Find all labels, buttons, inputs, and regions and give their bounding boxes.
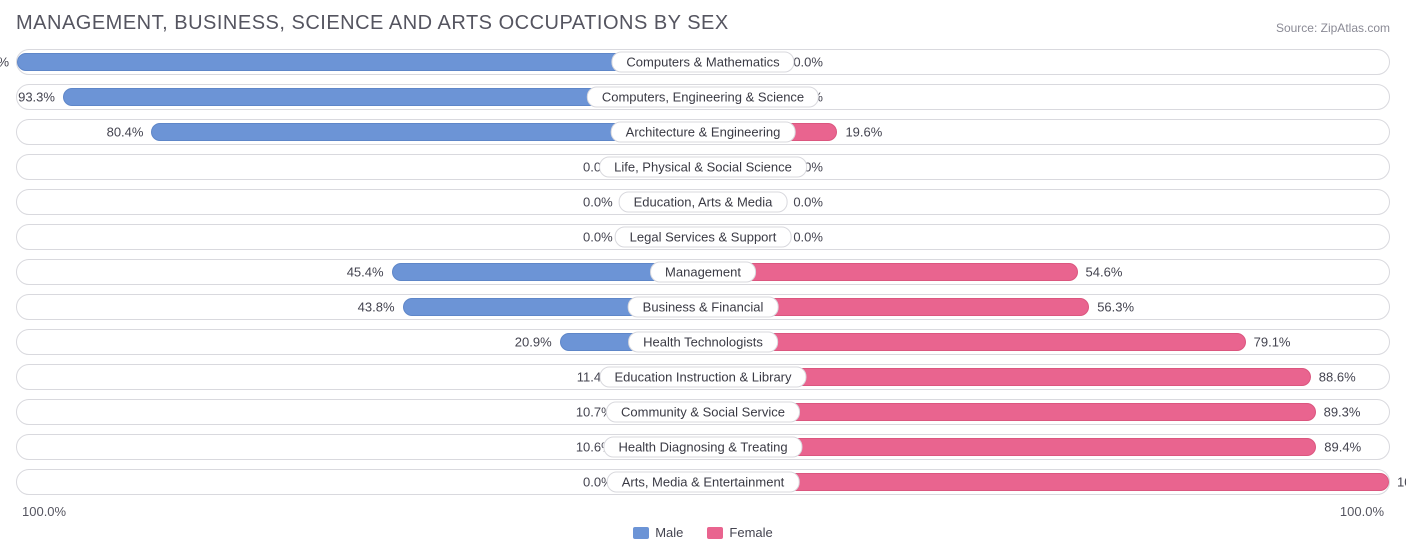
category-label: Education Instruction & Library xyxy=(599,367,806,388)
female-value-label: 89.4% xyxy=(1324,440,1361,455)
female-bar xyxy=(703,473,1389,491)
x-axis: 100.0% 100.0% xyxy=(16,504,1390,519)
category-label: Computers, Engineering & Science xyxy=(587,87,819,108)
chart-row: 10.7%89.3%Community & Social Service xyxy=(16,399,1390,425)
female-value-label: 54.6% xyxy=(1086,265,1123,280)
female-value-label: 0.0% xyxy=(793,230,823,245)
female-value-label: 79.1% xyxy=(1254,335,1291,350)
male-value-label: 80.4% xyxy=(107,125,144,140)
chart-row: 93.3%6.7%Computers, Engineering & Scienc… xyxy=(16,84,1390,110)
chart-source: Source: ZipAtlas.com xyxy=(1276,21,1390,35)
female-value-label: 0.0% xyxy=(793,195,823,210)
legend-item-male: Male xyxy=(633,525,683,540)
category-label: Life, Physical & Social Science xyxy=(599,157,807,178)
female-value-label: 56.3% xyxy=(1097,300,1134,315)
female-swatch-icon xyxy=(707,527,723,539)
chart-title: MANAGEMENT, BUSINESS, SCIENCE AND ARTS O… xyxy=(16,12,729,35)
chart-row: 0.0%0.0%Life, Physical & Social Science xyxy=(16,154,1390,180)
category-label: Legal Services & Support xyxy=(615,227,792,248)
chart-row: 0.0%100.0%Arts, Media & Entertainment xyxy=(16,469,1390,495)
male-value-label: 45.4% xyxy=(347,265,384,280)
chart-row: 100.0%0.0%Computers & Mathematics xyxy=(16,49,1390,75)
diverging-bar-chart: 100.0%0.0%Computers & Mathematics 93.3%6.… xyxy=(16,49,1390,495)
chart-row: 80.4% 19.6% Architecture & Engineering xyxy=(16,119,1390,145)
female-value-label: 89.3% xyxy=(1324,405,1361,420)
legend: Male Female xyxy=(16,525,1390,540)
category-label: Architecture & Engineering xyxy=(611,122,796,143)
legend-item-female: Female xyxy=(707,525,772,540)
male-value-label: 43.8% xyxy=(358,300,395,315)
chart-row: 0.0% 0.0% Education, Arts & Media xyxy=(16,189,1390,215)
chart-row: 43.8% 56.3% Business & Financial xyxy=(16,294,1390,320)
axis-left-label: 100.0% xyxy=(22,504,66,519)
category-label: Management xyxy=(650,262,756,283)
chart-row: 20.9% 79.1% Health Technologists xyxy=(16,329,1390,355)
male-value-label: 0.0% xyxy=(583,195,613,210)
chart-row: 10.6%89.4%Health Diagnosing & Treating xyxy=(16,434,1390,460)
male-value-label: 93.3% xyxy=(18,90,55,105)
axis-right-label: 100.0% xyxy=(1340,504,1384,519)
female-value-label: 0.0% xyxy=(793,55,823,70)
male-swatch-icon xyxy=(633,527,649,539)
category-label: Health Technologists xyxy=(628,332,778,353)
female-bar xyxy=(703,263,1078,281)
male-value-label: 20.9% xyxy=(515,335,552,350)
female-value-label: 100.0% xyxy=(1397,475,1406,490)
female-bar xyxy=(703,333,1246,351)
chart-row: 45.4% 54.6% Management xyxy=(16,259,1390,285)
source-name: ZipAtlas.com xyxy=(1321,21,1390,35)
category-label: Business & Financial xyxy=(628,297,779,318)
category-label: Health Diagnosing & Treating xyxy=(603,437,802,458)
category-label: Arts, Media & Entertainment xyxy=(607,472,800,493)
male-value-label: 100.0% xyxy=(0,55,9,70)
category-label: Community & Social Service xyxy=(606,402,800,423)
female-value-label: 88.6% xyxy=(1319,370,1356,385)
chart-row: 0.0% 0.0%Legal Services & Support xyxy=(16,224,1390,250)
category-label: Computers & Mathematics xyxy=(611,52,794,73)
chart-header: MANAGEMENT, BUSINESS, SCIENCE AND ARTS O… xyxy=(16,12,1390,35)
male-value-label: 0.0% xyxy=(583,230,613,245)
source-label: Source: xyxy=(1276,21,1317,35)
male-bar xyxy=(17,53,703,71)
category-label: Education, Arts & Media xyxy=(619,192,788,213)
chart-row: 11.4%88.6%Education Instruction & Librar… xyxy=(16,364,1390,390)
legend-female-label: Female xyxy=(729,525,772,540)
legend-male-label: Male xyxy=(655,525,683,540)
female-value-label: 19.6% xyxy=(845,125,882,140)
